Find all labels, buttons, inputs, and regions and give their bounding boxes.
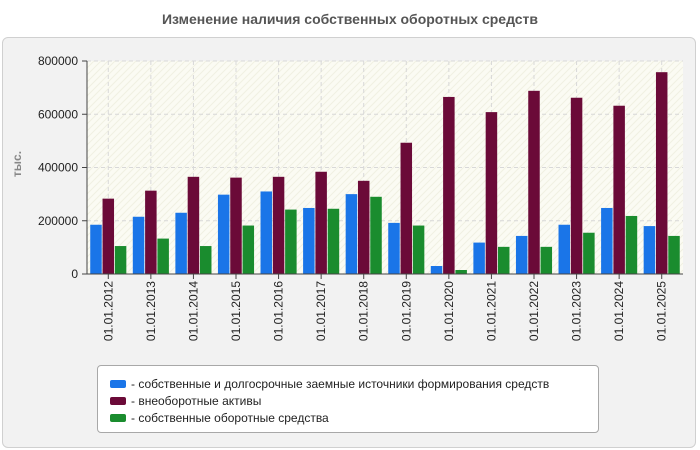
bar — [412, 225, 425, 274]
bar — [145, 190, 157, 274]
y-tick-label: 400000 — [38, 161, 78, 175]
x-tick-label: 01.01.2018 — [357, 281, 371, 341]
bar — [473, 242, 485, 274]
bar — [132, 216, 145, 274]
bar — [102, 198, 115, 274]
bar — [583, 232, 595, 274]
x-tick-label: 01.01.2013 — [144, 281, 158, 341]
bar — [114, 246, 127, 274]
y-tick-label: 600000 — [38, 107, 78, 121]
bar — [400, 142, 413, 274]
bar — [540, 246, 553, 274]
y-tick-label: 800000 — [38, 54, 78, 68]
x-tick-label: 01.01.2012 — [101, 281, 115, 341]
bar — [655, 72, 668, 275]
x-tick-label: 01.01.2020 — [442, 281, 456, 341]
legend-label-noncurrent-assets: - внеоборотные активы — [131, 393, 262, 408]
bar — [345, 194, 358, 274]
legend-label-working-capital: - собственные оборотные средства — [131, 410, 329, 425]
bar — [613, 105, 625, 274]
bar — [230, 177, 242, 274]
bar — [570, 97, 583, 275]
bar — [327, 208, 340, 274]
bar — [272, 176, 285, 274]
x-tick-label: 01.01.2015 — [229, 281, 243, 341]
x-tick-label: 01.01.2024 — [612, 281, 626, 341]
y-tick-label: 200000 — [38, 214, 78, 228]
bar-chart: 0 200000 400000 600000 800000 01.01.2012 01.01… — [10, 54, 684, 341]
bar — [485, 112, 498, 275]
bar — [357, 180, 370, 274]
bar — [157, 238, 169, 274]
bar — [388, 222, 400, 274]
x-tick-label: 01.01.2025 — [655, 281, 669, 341]
bar — [187, 176, 200, 274]
bar — [515, 235, 528, 274]
bar — [199, 246, 212, 274]
bar — [285, 209, 297, 274]
bar — [601, 207, 613, 274]
y-axis-label: тыс. — [10, 151, 24, 177]
bar — [455, 270, 467, 274]
bar — [217, 194, 230, 274]
legend-swatch-noncurrent-assets — [110, 396, 126, 405]
bar — [175, 212, 187, 274]
bar — [497, 246, 510, 274]
bar — [315, 171, 327, 274]
bar — [528, 90, 540, 274]
x-tick-label: 01.01.2017 — [314, 281, 328, 341]
bar — [558, 224, 571, 274]
bar — [430, 266, 443, 274]
bar — [443, 96, 455, 274]
bar — [668, 235, 680, 274]
bar — [643, 226, 656, 274]
bar — [260, 191, 273, 274]
bar — [303, 207, 315, 274]
bar — [242, 225, 255, 274]
legend-item-sources: - собственные и долгосрочные заемные ист… — [110, 375, 598, 392]
legend-item-working-capital: - собственные оборотные средства — [110, 409, 598, 426]
x-tick-label: 01.01.2016 — [272, 281, 286, 341]
y-tick-label: 0 — [71, 267, 78, 281]
x-tick-label: 01.01.2022 — [527, 281, 541, 341]
legend-item-noncurrent-assets: - внеоборотные активы — [110, 392, 598, 409]
legend-swatch-working-capital — [110, 413, 126, 422]
x-tick-label: 01.01.2023 — [570, 281, 584, 341]
bar — [370, 196, 382, 274]
x-tick-label: 01.01.2019 — [399, 281, 413, 341]
chart-legend: - собственные и долгосрочные заемные ист… — [97, 365, 599, 433]
bar — [90, 224, 102, 274]
x-tick-label: 01.01.2021 — [484, 281, 498, 341]
x-tick-label: 01.01.2014 — [186, 281, 200, 341]
legend-swatch-sources — [110, 379, 126, 388]
legend-label-sources: - собственные и долгосрочные заемные ист… — [131, 376, 550, 391]
chart-title: Изменение наличия собственных оборотных … — [161, 11, 539, 27]
bar — [625, 215, 638, 274]
